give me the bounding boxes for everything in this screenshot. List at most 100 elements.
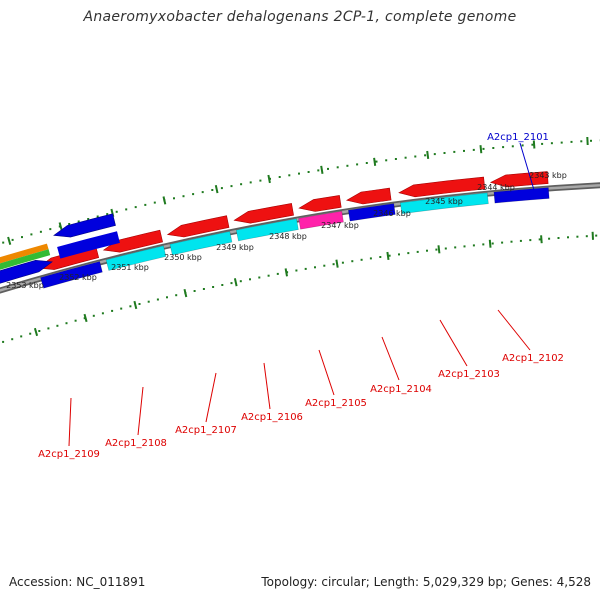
reverse-gene	[347, 203, 396, 222]
gene-label: A2cp1_2107	[175, 425, 237, 436]
gene-label-leader	[205, 372, 217, 423]
cyan-feature	[235, 218, 299, 242]
tick-label: 2345 kbp	[425, 197, 463, 206]
major-tick	[373, 157, 377, 166]
gene-label-leader	[497, 309, 531, 351]
minor-tick	[576, 235, 579, 238]
gene-label-leader	[263, 362, 271, 410]
reverse-gene-arrow	[0, 259, 53, 284]
minor-tick	[394, 158, 397, 160]
minor-tick	[567, 236, 569, 239]
tick-label: 2350 kbp	[164, 253, 202, 262]
minor-tick	[74, 319, 77, 322]
gene-label: A2cp1_2102	[502, 353, 564, 364]
gene-label: A2cp1_2104	[370, 384, 432, 395]
minor-tick	[595, 234, 598, 237]
minor-tick	[388, 254, 391, 257]
minor-tick	[77, 220, 80, 223]
forward-gene-arrow	[298, 195, 342, 212]
minor-tick	[356, 163, 359, 166]
minor-tick	[39, 230, 42, 233]
gene-label: A2cp1_2101	[487, 132, 549, 143]
minor-tick	[182, 195, 185, 198]
minor-tick	[385, 159, 388, 162]
minor-tick	[288, 174, 291, 177]
map-title: Anaeromyxobacter dehalogenans 2CP-1, com…	[83, 9, 517, 25]
minor-tick	[11, 338, 14, 341]
major-tick	[162, 196, 167, 205]
gene-label: A2cp1_2103	[438, 369, 500, 380]
minor-tick	[570, 140, 573, 143]
minor-tick	[240, 183, 243, 186]
minor-tick	[375, 160, 378, 163]
gene-label: A2cp1_2106	[241, 412, 303, 423]
minor-tick	[404, 156, 407, 159]
minor-tick	[20, 335, 23, 338]
minor-tick	[249, 181, 252, 184]
green-feature	[0, 249, 51, 270]
minor-tick	[259, 179, 262, 182]
minor-tick	[211, 189, 214, 191]
tick-label: 2353 kbp	[6, 281, 44, 290]
major-tick	[488, 239, 492, 248]
minor-tick	[101, 312, 104, 315]
minor-tick	[29, 332, 32, 335]
tick-label: 2347 kbp	[321, 221, 359, 230]
feature-tracks	[0, 171, 550, 289]
major-tick	[320, 165, 324, 174]
forward-gene-arrow	[102, 229, 163, 253]
minor-tick	[115, 210, 118, 213]
minor-tick	[454, 246, 457, 249]
minor-tick	[531, 143, 534, 146]
minor-tick	[11, 238, 14, 241]
minor-tick	[175, 294, 178, 297]
minor-tick	[138, 303, 141, 305]
minor-tick	[472, 244, 475, 247]
minor-tick	[426, 249, 428, 252]
minor-tick	[295, 269, 298, 272]
minor-tick	[230, 185, 233, 188]
minor-tick	[47, 327, 50, 330]
minor-tick	[220, 187, 223, 190]
gene-label-leader	[137, 386, 144, 436]
minor-tick	[511, 145, 514, 148]
minor-tick	[360, 258, 363, 261]
minor-tick	[548, 237, 551, 240]
minor-tick	[87, 218, 90, 220]
major-tick	[83, 313, 88, 323]
minor-tick	[369, 257, 372, 260]
minor-tick	[550, 142, 553, 145]
minor-tick	[134, 206, 137, 209]
minor-tick	[435, 248, 438, 251]
minor-tick	[249, 278, 251, 281]
magenta-feature	[298, 210, 344, 230]
orange-feature	[0, 243, 49, 264]
minor-tick	[276, 272, 279, 275]
minor-tick	[492, 147, 495, 149]
minor-tick	[501, 241, 504, 244]
minor-tick	[38, 330, 41, 332]
minor-tick	[557, 237, 560, 239]
cyan-feature	[399, 192, 489, 215]
cyan-feature	[105, 245, 167, 271]
minor-tick	[351, 260, 354, 263]
minor-tick	[111, 309, 114, 312]
minor-tick	[65, 322, 68, 325]
minor-tick	[510, 240, 513, 243]
minor-tick	[193, 290, 196, 292]
minor-tick	[2, 241, 5, 244]
minor-tick	[453, 150, 456, 153]
major-tick	[7, 236, 12, 245]
gene-label-leader	[381, 336, 400, 381]
gene-label-leader	[68, 397, 72, 447]
forward-gene-arrow	[345, 187, 392, 205]
minor-tick	[443, 152, 446, 154]
major-tick	[437, 245, 441, 254]
minor-tick	[491, 242, 494, 245]
minor-tick	[120, 307, 123, 310]
minor-tick	[314, 266, 316, 269]
major-tick	[540, 235, 543, 244]
minor-tick	[317, 169, 320, 172]
major-tick	[214, 184, 219, 194]
